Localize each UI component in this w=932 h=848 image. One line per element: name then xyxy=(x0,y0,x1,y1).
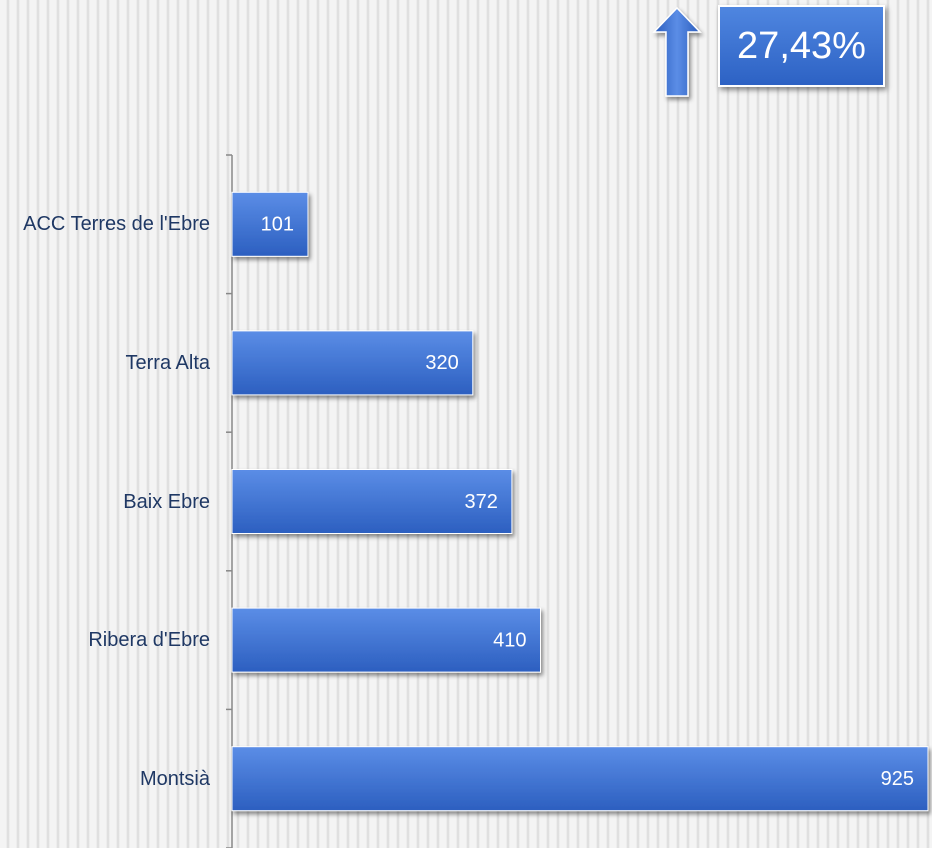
bar xyxy=(231,746,929,812)
category-text: Baix Ebre xyxy=(123,490,210,513)
category-label: ACC Terres de l'Ebre xyxy=(10,211,210,237)
category-text: Ribera d'Ebre xyxy=(88,629,210,652)
category-text: Terra Alta xyxy=(125,351,210,374)
category-label: Montsià xyxy=(10,766,210,792)
bar xyxy=(231,607,541,673)
category-text: ACC Terres de l'Ebre xyxy=(23,213,210,236)
category-label: Terra Alta xyxy=(10,350,210,376)
bar xyxy=(231,330,474,396)
category-label: Ribera d'Ebre xyxy=(10,627,210,653)
value-label: 925 xyxy=(881,768,914,790)
value-label: 410 xyxy=(493,629,526,651)
bar xyxy=(231,191,309,257)
category-label: Baix Ebre xyxy=(10,489,210,515)
value-label: 320 xyxy=(425,352,458,374)
value-label: 372 xyxy=(465,491,498,513)
arrow-icon xyxy=(652,6,702,97)
category-text: Montsià xyxy=(139,767,210,790)
callout: 27,43% xyxy=(718,5,885,87)
bar xyxy=(231,469,513,534)
value-label: 101 xyxy=(261,214,294,236)
